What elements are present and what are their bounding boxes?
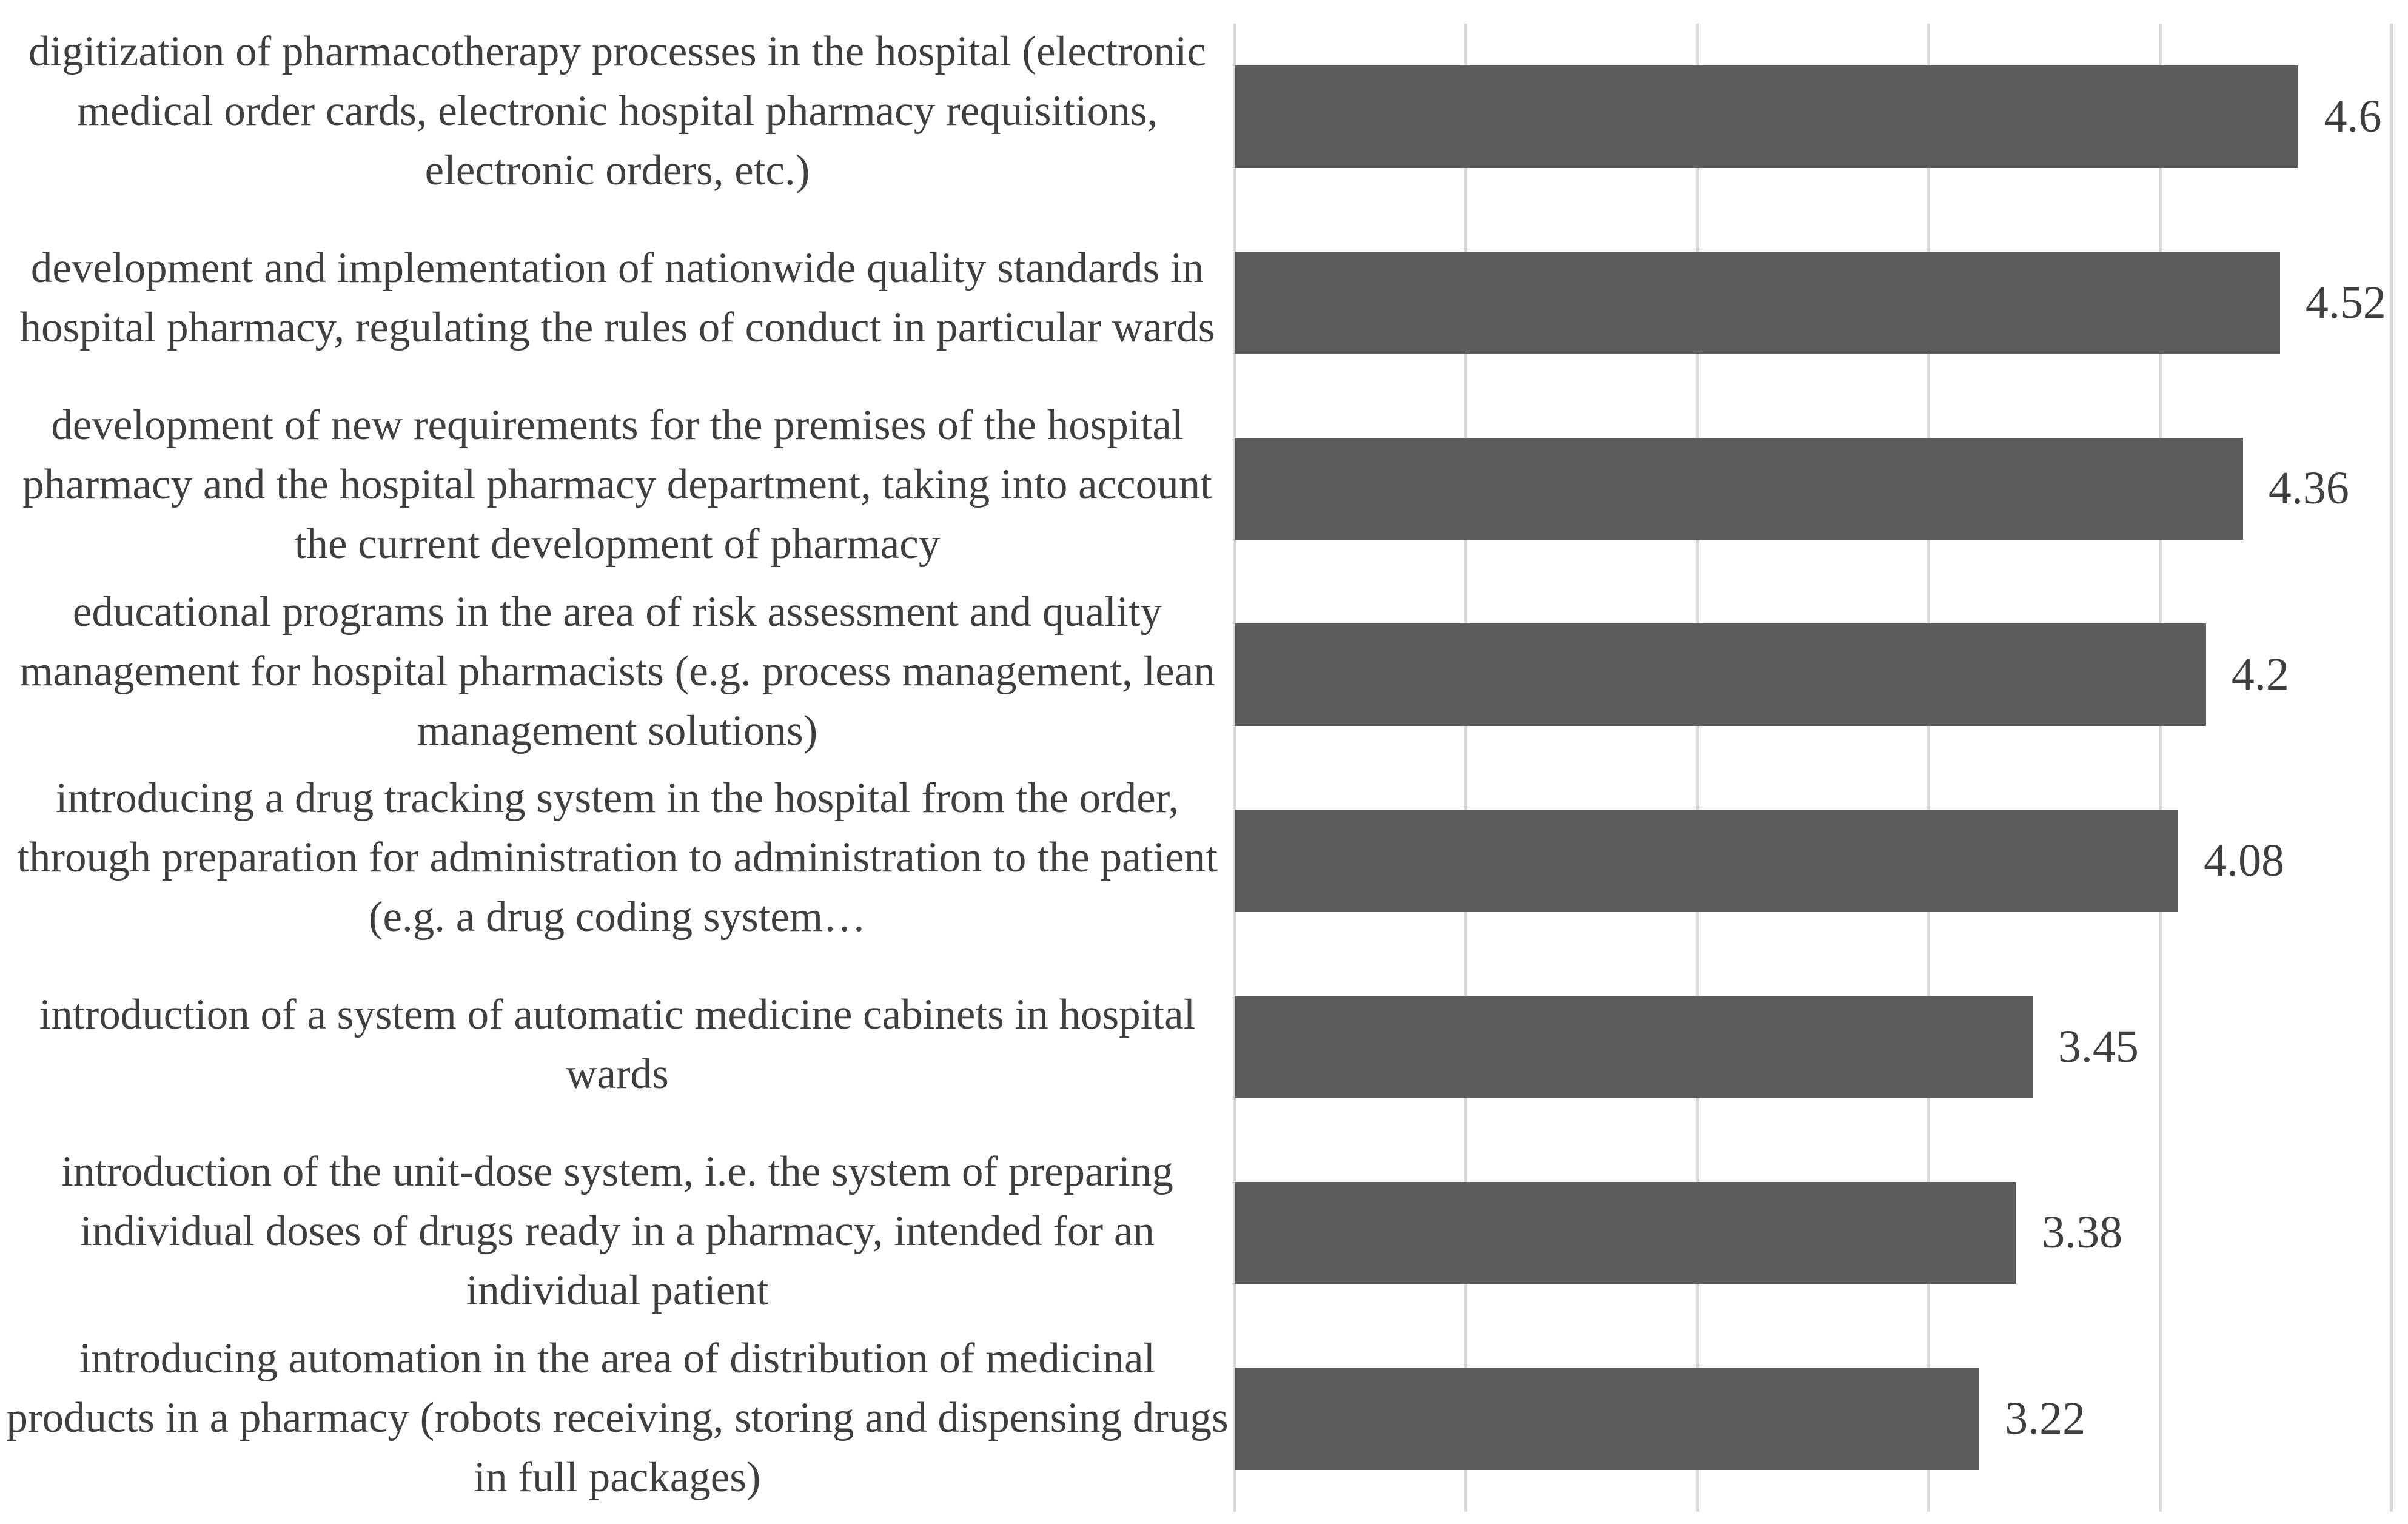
value-label: 4.36 bbox=[2268, 463, 2349, 514]
category-label: introduction of a system of automatic me… bbox=[39, 991, 1196, 1098]
bar-row: 4.36 bbox=[1235, 396, 2391, 582]
bar-row: 3.45 bbox=[1235, 954, 2391, 1140]
gridline bbox=[1695, 24, 1699, 1512]
category-label: educational programs in the area of risk… bbox=[19, 588, 1215, 754]
category-label: introducing automation in the area of di… bbox=[6, 1335, 1229, 1502]
gridline bbox=[1464, 24, 1468, 1512]
category-labels: digitization of pharmacotherapy processe… bbox=[6, 27, 1229, 1502]
bar bbox=[1235, 251, 2280, 354]
value-label: 3.22 bbox=[2005, 1393, 2086, 1445]
bar bbox=[1235, 995, 2033, 1098]
category-label: digitization of pharmacotherapy processe… bbox=[29, 27, 1206, 194]
category-label: development of new requirements for the … bbox=[22, 401, 1212, 568]
gridline bbox=[1233, 24, 1236, 1512]
gridline bbox=[2390, 24, 2393, 1512]
bar bbox=[1235, 65, 2299, 168]
bar bbox=[1235, 437, 2243, 540]
value-label: 3.45 bbox=[2058, 1021, 2139, 1072]
bar-row: 4.2 bbox=[1235, 582, 2391, 768]
value-label: 4.2 bbox=[2231, 649, 2289, 700]
gridlines bbox=[1233, 24, 2393, 1512]
category-label: development and implementation of nation… bbox=[19, 244, 1215, 351]
bar-row: 4.6 bbox=[1235, 24, 2391, 210]
value-label: 3.38 bbox=[2042, 1207, 2123, 1258]
gridline bbox=[2158, 24, 2162, 1512]
bar-rows: 4.6 4.52 4.36 4.2 4.08 3.45 3.38 3.22 bbox=[1235, 24, 2391, 1512]
bar-row: 3.22 bbox=[1235, 1326, 2391, 1512]
value-label: 4.6 bbox=[2324, 90, 2382, 142]
bar bbox=[1235, 810, 2179, 912]
bar bbox=[1235, 1181, 2017, 1284]
bar bbox=[1235, 623, 2206, 726]
value-label: 4.52 bbox=[2305, 277, 2386, 328]
plot-area: 4.6 4.52 4.36 4.2 4.08 3.45 3.38 3.22 bbox=[1233, 0, 2393, 1524]
bar bbox=[1235, 1368, 1980, 1470]
bar-row: 4.52 bbox=[1235, 210, 2391, 396]
category-label: introduction of the unit-dose system, i.… bbox=[61, 1148, 1173, 1315]
category-label: introducing a drug tracking system in th… bbox=[17, 774, 1218, 941]
bar-row: 3.38 bbox=[1235, 1140, 2391, 1326]
value-label: 4.08 bbox=[2204, 834, 2285, 886]
bar-row: 4.08 bbox=[1235, 768, 2391, 954]
gridline bbox=[1927, 24, 1931, 1512]
